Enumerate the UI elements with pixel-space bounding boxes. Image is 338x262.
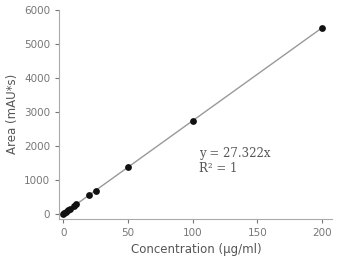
Y-axis label: Area (mAU*s): Area (mAU*s) [5, 74, 19, 154]
Point [71, 204, 76, 208]
Point [319, 26, 325, 30]
Point [62, 211, 67, 215]
Point [67, 207, 72, 211]
Point [61, 212, 66, 216]
Point [86, 193, 92, 197]
Point [63, 210, 68, 214]
Text: y = 27.322x
R² = 1: y = 27.322x R² = 1 [199, 148, 271, 175]
Point [190, 119, 195, 123]
X-axis label: Concentration (μg/ml): Concentration (μg/ml) [130, 243, 261, 256]
Point [125, 165, 130, 169]
Point [73, 202, 79, 206]
Point [93, 188, 98, 193]
Point [66, 208, 71, 212]
